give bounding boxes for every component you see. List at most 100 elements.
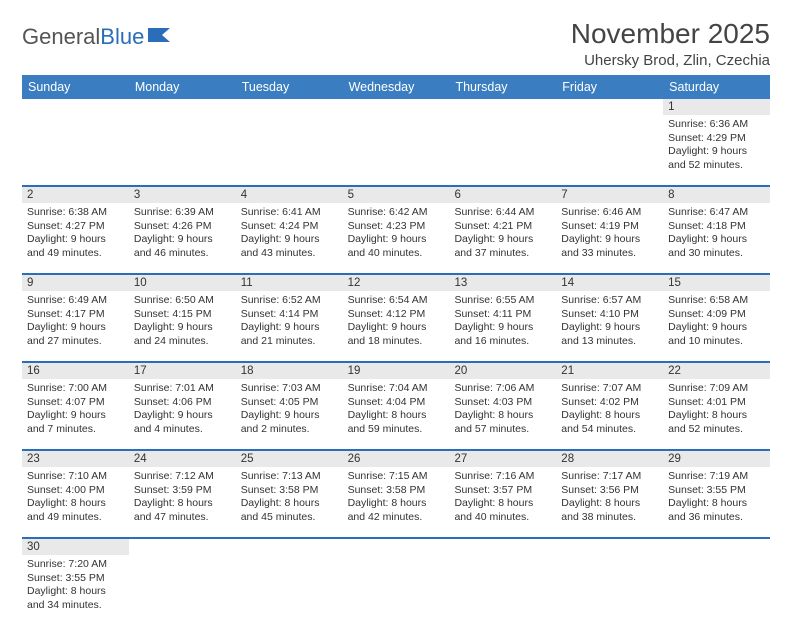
daynum-cell: 6 — [449, 187, 556, 203]
sunrise-text: Sunrise: 6:58 AM — [668, 294, 765, 308]
sunrise-text: Sunrise: 6:57 AM — [561, 294, 658, 308]
daynum-cell: 23 — [22, 451, 129, 467]
daynum-cell: 16 — [22, 363, 129, 379]
daynum-cell — [663, 539, 770, 555]
sunset-text: Sunset: 4:18 PM — [668, 220, 765, 234]
day-cell: Sunrise: 7:03 AMSunset: 4:05 PMDaylight:… — [236, 379, 343, 449]
sunrise-text: Sunrise: 6:47 AM — [668, 206, 765, 220]
daynum-cell: 26 — [343, 451, 450, 467]
sunset-text: Sunset: 3:58 PM — [241, 484, 338, 498]
daynum-cell: 19 — [343, 363, 450, 379]
daynum-cell: 5 — [343, 187, 450, 203]
sunrise-text: Sunrise: 7:10 AM — [27, 470, 124, 484]
day-cell: Sunrise: 7:19 AMSunset: 3:55 PMDaylight:… — [663, 467, 770, 537]
day-cell — [236, 115, 343, 185]
weeks-container: 1Sunrise: 6:36 AMSunset: 4:29 PMDaylight… — [22, 99, 770, 625]
flag-icon — [148, 24, 174, 50]
daylight-text: Daylight: 8 hours and 40 minutes. — [454, 497, 551, 524]
sunset-text: Sunset: 4:10 PM — [561, 308, 658, 322]
sunset-text: Sunset: 4:23 PM — [348, 220, 445, 234]
day-cell: Sunrise: 6:57 AMSunset: 4:10 PMDaylight:… — [556, 291, 663, 361]
title-block: November 2025 Uhersky Brod, Zlin, Czechi… — [571, 18, 770, 69]
sunrise-text: Sunrise: 6:39 AM — [134, 206, 231, 220]
daynum-cell — [449, 99, 556, 115]
week-row: Sunrise: 7:20 AMSunset: 3:55 PMDaylight:… — [22, 555, 770, 625]
sunrise-text: Sunrise: 6:42 AM — [348, 206, 445, 220]
daylight-text: Daylight: 8 hours and 59 minutes. — [348, 409, 445, 436]
daynum-cell: 22 — [663, 363, 770, 379]
sunset-text: Sunset: 4:19 PM — [561, 220, 658, 234]
daynum-cell: 1 — [663, 99, 770, 115]
daynum-cell: 3 — [129, 187, 236, 203]
calendar: SundayMondayTuesdayWednesdayThursdayFrid… — [22, 75, 770, 625]
day-cell: Sunrise: 7:07 AMSunset: 4:02 PMDaylight:… — [556, 379, 663, 449]
sunrise-text: Sunrise: 6:44 AM — [454, 206, 551, 220]
daylight-text: Daylight: 8 hours and 42 minutes. — [348, 497, 445, 524]
sunset-text: Sunset: 4:02 PM — [561, 396, 658, 410]
day-cell — [129, 115, 236, 185]
day-cell: Sunrise: 6:47 AMSunset: 4:18 PMDaylight:… — [663, 203, 770, 273]
day-cell: Sunrise: 7:00 AMSunset: 4:07 PMDaylight:… — [22, 379, 129, 449]
daylight-text: Daylight: 8 hours and 47 minutes. — [134, 497, 231, 524]
day-cell: Sunrise: 7:15 AMSunset: 3:58 PMDaylight:… — [343, 467, 450, 537]
sunset-text: Sunset: 4:09 PM — [668, 308, 765, 322]
daynum-cell: 28 — [556, 451, 663, 467]
week-row: Sunrise: 6:38 AMSunset: 4:27 PMDaylight:… — [22, 203, 770, 275]
sunset-text: Sunset: 3:58 PM — [348, 484, 445, 498]
sunset-text: Sunset: 4:06 PM — [134, 396, 231, 410]
daynum-cell — [129, 539, 236, 555]
sunset-text: Sunset: 4:29 PM — [668, 132, 765, 146]
sunrise-text: Sunrise: 6:55 AM — [454, 294, 551, 308]
day-cell: Sunrise: 6:42 AMSunset: 4:23 PMDaylight:… — [343, 203, 450, 273]
day-cell: Sunrise: 7:01 AMSunset: 4:06 PMDaylight:… — [129, 379, 236, 449]
daylight-text: Daylight: 9 hours and 21 minutes. — [241, 321, 338, 348]
daynum-cell: 9 — [22, 275, 129, 291]
sunrise-text: Sunrise: 7:03 AM — [241, 382, 338, 396]
daynum-cell: 4 — [236, 187, 343, 203]
daylight-text: Daylight: 9 hours and 33 minutes. — [561, 233, 658, 260]
day-cell: Sunrise: 6:46 AMSunset: 4:19 PMDaylight:… — [556, 203, 663, 273]
week-row: Sunrise: 7:00 AMSunset: 4:07 PMDaylight:… — [22, 379, 770, 451]
daylight-text: Daylight: 9 hours and 49 minutes. — [27, 233, 124, 260]
sunset-text: Sunset: 4:24 PM — [241, 220, 338, 234]
daylight-text: Daylight: 8 hours and 54 minutes. — [561, 409, 658, 436]
day-header-cell: Thursday — [449, 75, 556, 99]
daynum-cell — [236, 539, 343, 555]
day-cell: Sunrise: 7:13 AMSunset: 3:58 PMDaylight:… — [236, 467, 343, 537]
daynum-cell: 25 — [236, 451, 343, 467]
daylight-text: Daylight: 9 hours and 13 minutes. — [561, 321, 658, 348]
daylight-text: Daylight: 9 hours and 2 minutes. — [241, 409, 338, 436]
daylight-text: Daylight: 8 hours and 34 minutes. — [27, 585, 124, 612]
daynum-cell: 2 — [22, 187, 129, 203]
daynum-cell: 7 — [556, 187, 663, 203]
sunrise-text: Sunrise: 7:19 AM — [668, 470, 765, 484]
daynum-row: 2345678 — [22, 187, 770, 203]
week-row: Sunrise: 6:49 AMSunset: 4:17 PMDaylight:… — [22, 291, 770, 363]
daynum-cell — [22, 99, 129, 115]
day-cell: Sunrise: 6:44 AMSunset: 4:21 PMDaylight:… — [449, 203, 556, 273]
sunset-text: Sunset: 4:11 PM — [454, 308, 551, 322]
day-header-cell: Wednesday — [343, 75, 450, 99]
day-cell — [449, 115, 556, 185]
daylight-text: Daylight: 8 hours and 52 minutes. — [668, 409, 765, 436]
day-header-cell: Sunday — [22, 75, 129, 99]
day-header-cell: Monday — [129, 75, 236, 99]
daylight-text: Daylight: 9 hours and 52 minutes. — [668, 145, 765, 172]
sunset-text: Sunset: 4:04 PM — [348, 396, 445, 410]
sunset-text: Sunset: 4:15 PM — [134, 308, 231, 322]
sunset-text: Sunset: 4:07 PM — [27, 396, 124, 410]
daylight-text: Daylight: 9 hours and 40 minutes. — [348, 233, 445, 260]
day-cell: Sunrise: 7:12 AMSunset: 3:59 PMDaylight:… — [129, 467, 236, 537]
daylight-text: Daylight: 8 hours and 57 minutes. — [454, 409, 551, 436]
daynum-cell: 27 — [449, 451, 556, 467]
daynum-row: 23242526272829 — [22, 451, 770, 467]
day-cell: Sunrise: 7:10 AMSunset: 4:00 PMDaylight:… — [22, 467, 129, 537]
sunrise-text: Sunrise: 6:54 AM — [348, 294, 445, 308]
daylight-text: Daylight: 8 hours and 49 minutes. — [27, 497, 124, 524]
sunset-text: Sunset: 3:55 PM — [27, 572, 124, 586]
daynum-cell — [343, 99, 450, 115]
month-title: November 2025 — [571, 18, 770, 50]
daynum-cell: 13 — [449, 275, 556, 291]
daynum-cell: 11 — [236, 275, 343, 291]
sunrise-text: Sunrise: 6:46 AM — [561, 206, 658, 220]
